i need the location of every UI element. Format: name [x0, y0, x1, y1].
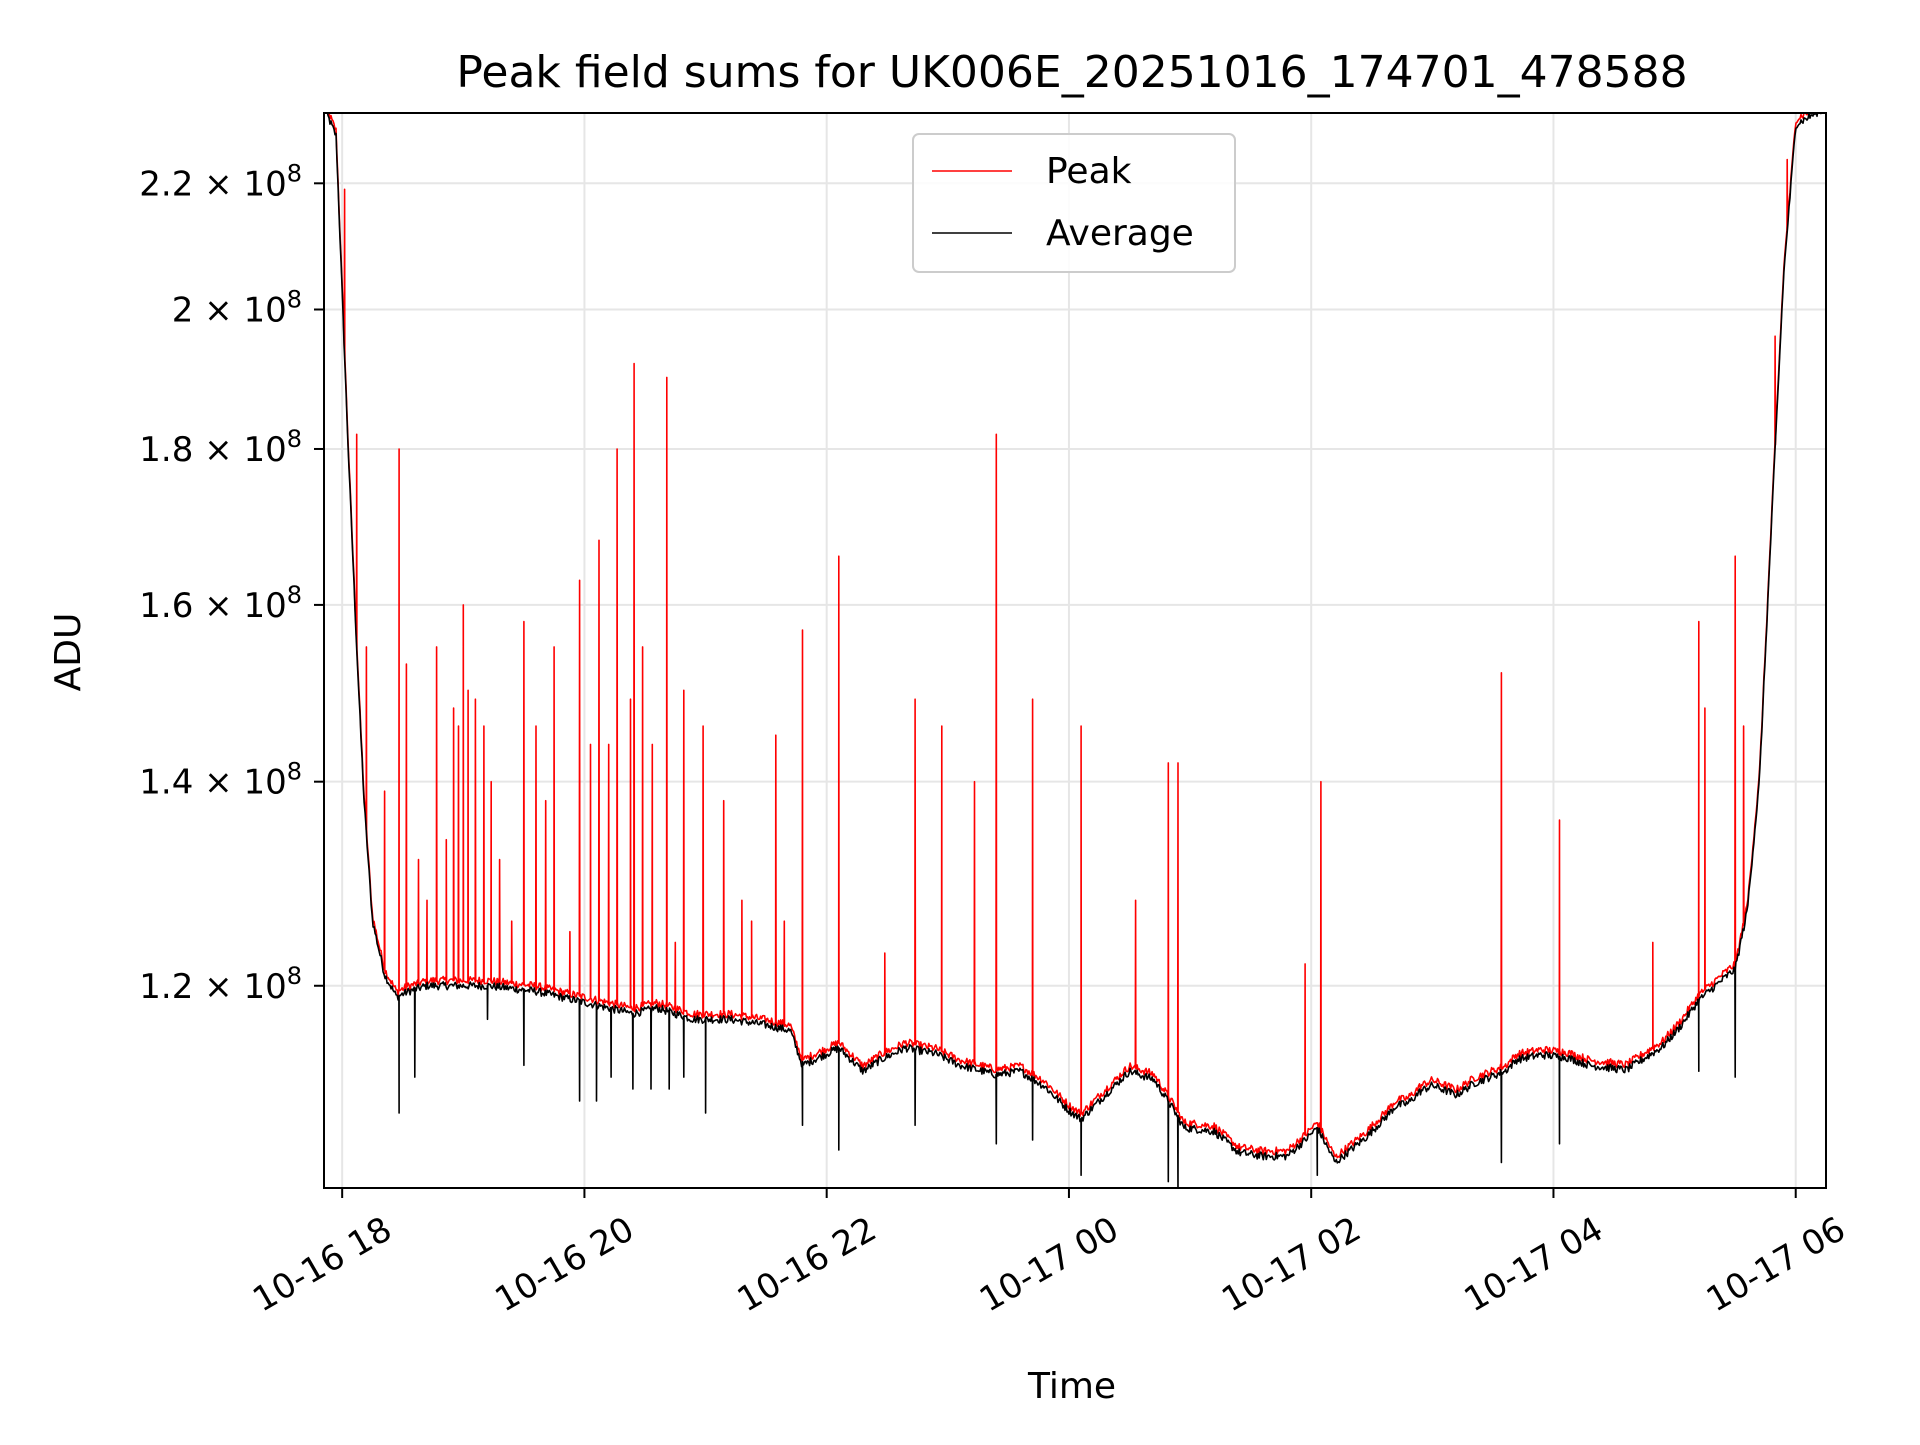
legend-peak-label: Peak: [1046, 151, 1132, 192]
grid-lines: [324, 113, 1826, 1188]
y-tick-label: 2 × 108: [172, 285, 302, 330]
y-axis-ticks: 1.2 × 108 1.4 × 108 1.6 × 108 1.8 × 108 2 × …: [139, 159, 324, 1007]
legend-average-label: Average: [1046, 213, 1194, 254]
legend-box: [912, 133, 1236, 273]
series-line-average: [326, 113, 1822, 1188]
chart-title: Peak field sums for UK006E_20251016_1747…: [456, 47, 1687, 98]
plot-frame: [323, 112, 1827, 1189]
y-tick-label: 1.8 × 108: [139, 425, 302, 470]
y-tick-label: 2.2 × 108: [139, 159, 302, 204]
series-layer: [326, 113, 1822, 1188]
legend: Peak Average: [912, 133, 1236, 273]
y-axis-label: ADU: [48, 613, 89, 692]
y-tick-label: 1.4 × 108: [139, 758, 302, 803]
y-tick-label: 1.6 × 108: [139, 581, 302, 626]
series-line-peak: [328, 113, 1811, 1159]
y-tick-label: 1.2 × 108: [139, 962, 302, 1007]
x-axis-label: Time: [1027, 1366, 1116, 1407]
